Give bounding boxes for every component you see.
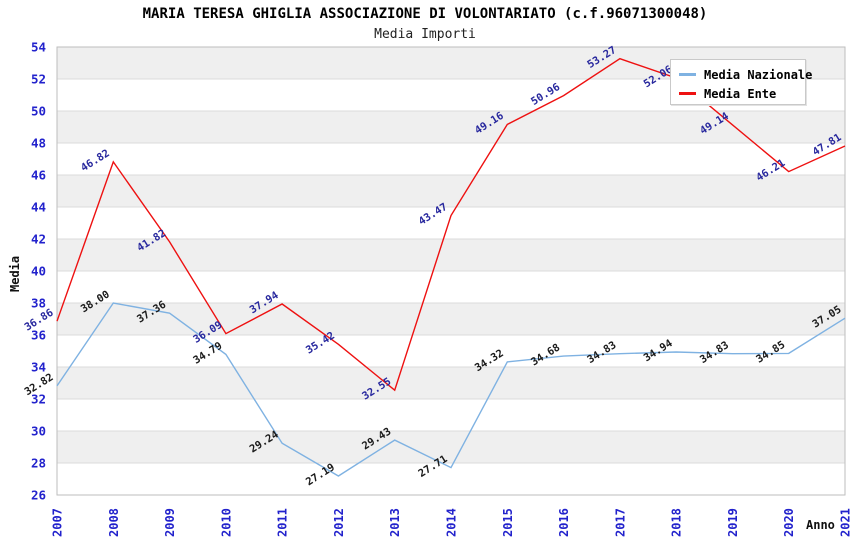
x-tick-label: 2007 xyxy=(51,508,65,537)
plot-band xyxy=(57,431,845,463)
plot-band xyxy=(57,111,845,143)
y-tick-label: 38 xyxy=(31,296,46,311)
y-tick-label: 42 xyxy=(31,232,46,247)
data-label: 34.83 xyxy=(698,339,731,366)
plot-band xyxy=(57,239,845,271)
data-label: 34.85 xyxy=(754,339,787,366)
x-tick-label: 2015 xyxy=(501,508,515,537)
x-tick-label: 2018 xyxy=(670,508,684,537)
series-line-media-ente xyxy=(56,57,846,392)
x-tick-label: 2021 xyxy=(839,508,850,537)
plot-band xyxy=(57,303,845,335)
legend-label-media-nazionale: Media Nazionale xyxy=(704,67,813,82)
y-tick-label: 26 xyxy=(31,488,46,503)
y-tick-label: 50 xyxy=(31,104,46,119)
y-tick-label: 32 xyxy=(31,392,46,407)
x-tick-label: 2013 xyxy=(388,508,402,537)
chart-title: MARIA TERESA GHIGLIA ASSOCIAZIONE DI VOL… xyxy=(142,6,708,22)
plot-border xyxy=(56,46,846,496)
y-tick-label: 36 xyxy=(31,328,46,343)
media-ente-line-swatch xyxy=(679,92,696,95)
x-tick-label: 2014 xyxy=(445,508,459,537)
x-tick-label: 2017 xyxy=(613,508,627,537)
x-tick-label: 2008 xyxy=(107,508,121,537)
legend: Media Nazionale Media Ente xyxy=(670,59,812,105)
chart-subtitle: Media Importi xyxy=(374,27,476,42)
x-tick-label: 2011 xyxy=(276,508,290,537)
x-tick-label: 2020 xyxy=(782,508,796,537)
series-line-media-nazionale xyxy=(56,302,846,477)
x-tick-label: 2010 xyxy=(219,508,233,537)
legend-label-media-ente: Media Ente xyxy=(704,86,777,101)
y-tick-label: 40 xyxy=(31,264,46,279)
x-tick-label: 2009 xyxy=(163,508,177,537)
data-label: 34.68 xyxy=(529,341,562,368)
y-tick-label: 52 xyxy=(31,72,46,87)
data-label: 34.94 xyxy=(642,337,675,364)
plot-band xyxy=(57,175,845,207)
y-tick-label: 54 xyxy=(31,40,46,55)
y-axis-title: Media xyxy=(8,255,22,292)
data-label: 50.96 xyxy=(529,81,562,108)
legend-item-media-ente: Media Ente xyxy=(679,84,805,103)
y-tick-label: 34 xyxy=(31,360,46,375)
y-tick-label: 46 xyxy=(31,168,46,183)
x-tick-label: 2019 xyxy=(726,508,740,537)
data-label: 34.83 xyxy=(585,339,618,366)
media-nazionale-line-swatch xyxy=(679,73,696,76)
y-tick-label: 30 xyxy=(31,424,46,439)
legend-item-media-nazionale: Media Nazionale xyxy=(679,65,812,84)
y-tick-label: 48 xyxy=(31,136,46,151)
x-tick-label: 2016 xyxy=(557,508,571,537)
y-tick-label: 44 xyxy=(31,200,46,215)
plot-band xyxy=(57,367,845,399)
data-label: 46.82 xyxy=(79,147,112,174)
y-tick-label: 28 xyxy=(31,456,46,471)
x-tick-label: 2012 xyxy=(332,508,346,537)
x-axis-title: Anno xyxy=(806,518,835,532)
